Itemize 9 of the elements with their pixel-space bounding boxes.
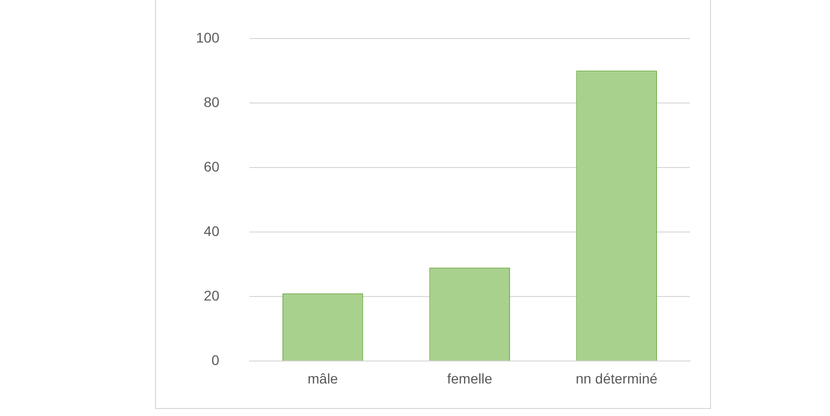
- y-tick-label: 40: [204, 222, 220, 239]
- x-tick-label: femelle: [447, 370, 492, 386]
- y-tick-label: 100: [196, 29, 220, 46]
- y-tick-label: 60: [204, 158, 220, 174]
- x-tick-label: nn déterminé: [576, 370, 658, 386]
- y-tick-label: 80: [204, 94, 220, 110]
- y-tick-label: 0: [212, 352, 220, 368]
- y-tick-label: 20: [204, 288, 220, 304]
- x-tick-label: mâle: [308, 370, 338, 386]
